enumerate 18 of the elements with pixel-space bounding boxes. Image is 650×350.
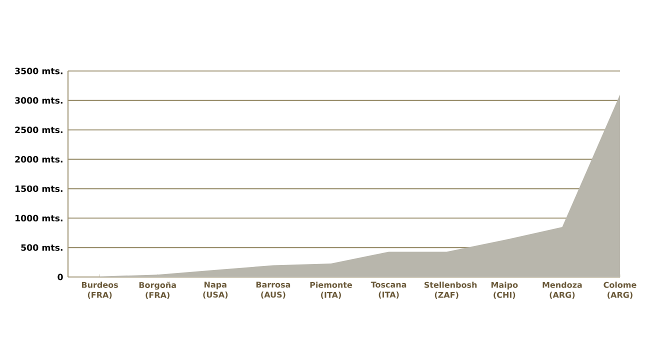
y-tick-label: 1500 mts. [16, 185, 62, 192]
x-tick-label: Toscana (ITA) [370, 282, 406, 299]
x-tick-label: Barrosa (AUS) [256, 282, 290, 299]
y-tick-label: 3000 mts. [15, 97, 62, 104]
y-tick-label: 2000 mts. [15, 156, 62, 163]
y-tick-label: 2500 mts. [15, 126, 62, 134]
y-tick-label: 3500 mts. [15, 68, 62, 74]
x-tick-label: Napa (USA) [203, 282, 228, 299]
x-tick-label: Stellenbosh (ZAF) [424, 282, 477, 299]
y-tick-label: 1000 mts. [16, 214, 62, 222]
x-tick-label: Piemonte (ITA) [310, 282, 352, 299]
x-tick-label: Maipo (CHI) [491, 282, 518, 299]
x-tick-label: Mendoza (ARG) [542, 282, 582, 299]
y-tick-label: 500 mts. [21, 244, 62, 251]
x-tick-label: Borgoña (FRA) [139, 282, 176, 299]
x-tick-label: Colome (ARG) [604, 282, 636, 299]
y-tick-label: 0 [58, 274, 63, 280]
x-tick-label: Burdeos (FRA) [82, 282, 118, 299]
